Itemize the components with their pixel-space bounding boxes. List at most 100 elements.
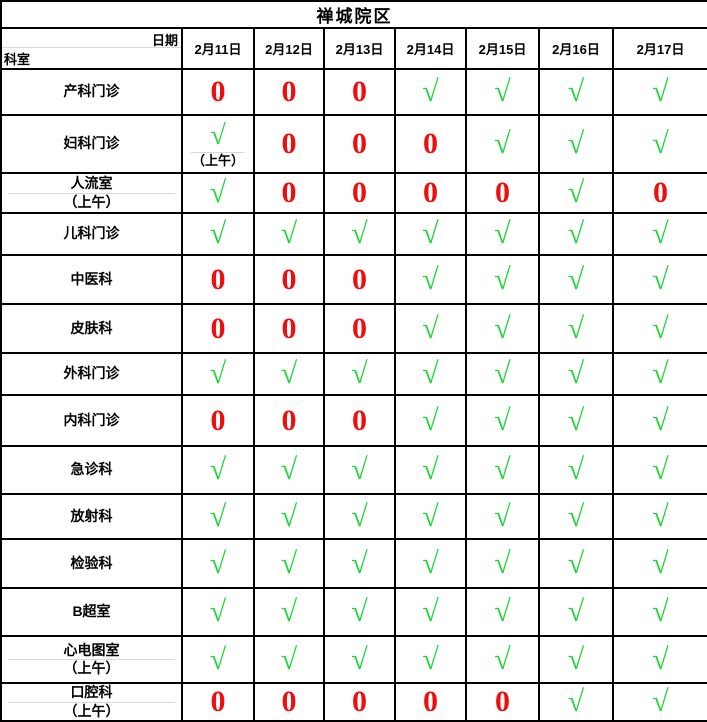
department-name: 内科门诊 xyxy=(63,411,120,428)
value-cell: √ xyxy=(394,68,467,116)
value-cell: 0 xyxy=(253,114,325,174)
value-cell: √ xyxy=(538,682,614,722)
value-cell: √ xyxy=(181,172,255,214)
department-note: （上午） xyxy=(8,192,175,212)
department-cell: 皮肤科 xyxy=(0,303,183,354)
department-name: 外科门诊 xyxy=(63,365,120,382)
value-cell: √ xyxy=(465,538,540,589)
date-header: 2月12日 xyxy=(253,27,325,70)
value-cell: √ xyxy=(323,212,396,256)
department-cell: 心电图室 （上午） xyxy=(0,635,183,684)
value-cell: √ xyxy=(538,352,614,396)
value-cell: √ xyxy=(323,635,396,684)
department-cell: 妇科门诊 xyxy=(0,114,183,174)
value-cell: √ xyxy=(181,635,255,684)
value-cell: √ xyxy=(394,394,467,447)
value-cell: √ xyxy=(612,212,707,256)
department-name: 人流室 xyxy=(70,175,113,191)
value-cell: √ xyxy=(465,68,540,116)
department-cell: 外科门诊 xyxy=(0,352,183,396)
corner-header-cell: 日期 科室 xyxy=(0,27,183,70)
value-cell: 0 xyxy=(181,682,255,722)
value-cell: √ xyxy=(394,587,467,637)
value-cell: √ xyxy=(465,493,540,540)
value-cell: √ xyxy=(612,445,707,495)
date-header: 2月17日 xyxy=(612,27,707,70)
value-cell: √ xyxy=(253,212,325,256)
table-row: 皮肤科 0 0 0 √ √ √ √ xyxy=(0,303,707,354)
department-cell: 急诊科 xyxy=(0,445,183,495)
value-cell: √ xyxy=(538,538,614,589)
value-cell: √ xyxy=(612,587,707,637)
value-cell: √ xyxy=(394,538,467,589)
table-row: 妇科门诊 √ （上午） 0 0 0 √ √ √ xyxy=(0,114,707,174)
morning-note: （上午） xyxy=(191,151,245,168)
department-name: 放射科 xyxy=(70,507,113,524)
value-cell: √ xyxy=(538,254,614,305)
value-cell: √ xyxy=(465,114,540,174)
department-cell: 人流室 （上午） xyxy=(0,172,183,214)
table-row: 检验科 √ √ √ √ √ √ √ xyxy=(0,538,707,589)
value-cell: √ xyxy=(394,352,467,396)
date-header: 2月15日 xyxy=(465,27,540,70)
value-cell: √ xyxy=(612,68,707,116)
value-cell: √ xyxy=(465,352,540,396)
value-cell: √ xyxy=(253,538,325,589)
value-cell: √ xyxy=(323,493,396,540)
value-cell: √ xyxy=(538,303,614,354)
value-cell: √ xyxy=(253,493,325,540)
value-cell: √ xyxy=(612,493,707,540)
value-cell: √ xyxy=(612,254,707,305)
value-cell: 0 xyxy=(612,172,707,214)
department-name: 口腔科 xyxy=(70,684,113,700)
value-cell: √ xyxy=(181,445,255,495)
value-cell: 0 xyxy=(181,303,255,354)
value-cell: 0 xyxy=(253,394,325,447)
table-row: 儿科门诊 √ √ √ √ √ √ √ xyxy=(0,212,707,256)
department-cell: 内科门诊 xyxy=(0,394,183,447)
value-cell: √ xyxy=(538,635,614,684)
value-cell: 0 xyxy=(394,172,467,214)
department-note: （上午） xyxy=(8,659,175,678)
date-header: 2月13日 xyxy=(323,27,396,70)
value-cell: √ xyxy=(323,587,396,637)
value-cell: √ xyxy=(323,538,396,589)
value-cell: 0 xyxy=(253,172,325,214)
value-cell: √ xyxy=(394,303,467,354)
value-cell: 0 xyxy=(394,682,467,722)
value-cell: √ xyxy=(323,445,396,495)
value-cell: √ xyxy=(538,445,614,495)
value-cell: √ xyxy=(465,587,540,637)
value-cell: √ xyxy=(465,635,540,684)
department-name: 皮肤科 xyxy=(70,319,113,336)
table-row: B超室 √ √ √ √ √ √ √ xyxy=(0,587,707,637)
value-cell: 0 xyxy=(181,68,255,116)
value-cell: √ xyxy=(394,254,467,305)
value-cell: √ xyxy=(394,445,467,495)
dept-axis-label: 科室 xyxy=(4,52,31,67)
value-cell: √ xyxy=(612,352,707,396)
value-cell: √ xyxy=(394,493,467,540)
value-cell: √ xyxy=(612,394,707,447)
value-cell: √ xyxy=(465,394,540,447)
department-note: （上午） xyxy=(8,701,175,720)
value-cell: √ xyxy=(253,635,325,684)
value-cell: √ xyxy=(538,493,614,540)
table-row: 口腔科 （上午） 0 0 0 0 0 √ √ xyxy=(0,682,707,722)
value-cell: 0 xyxy=(323,394,396,447)
value-cell: √ xyxy=(538,394,614,447)
table-row: 人流室 （上午） √ 0 0 0 0 √ 0 xyxy=(0,172,707,214)
department-cell: 中医科 xyxy=(0,254,183,305)
value-mark: √ xyxy=(210,119,226,151)
value-cell: 0 xyxy=(253,682,325,722)
value-cell: √ xyxy=(465,254,540,305)
value-cell: √ xyxy=(538,587,614,637)
value-cell: √ xyxy=(323,352,396,396)
table-row: 中医科 0 0 0 √ √ √ √ xyxy=(0,254,707,305)
title-row: 禅城院区 xyxy=(0,0,707,29)
value-cell: √ xyxy=(465,303,540,354)
department-cell: 检验科 xyxy=(0,538,183,589)
table-row: 内科门诊 0 0 0 √ √ √ √ xyxy=(0,394,707,447)
